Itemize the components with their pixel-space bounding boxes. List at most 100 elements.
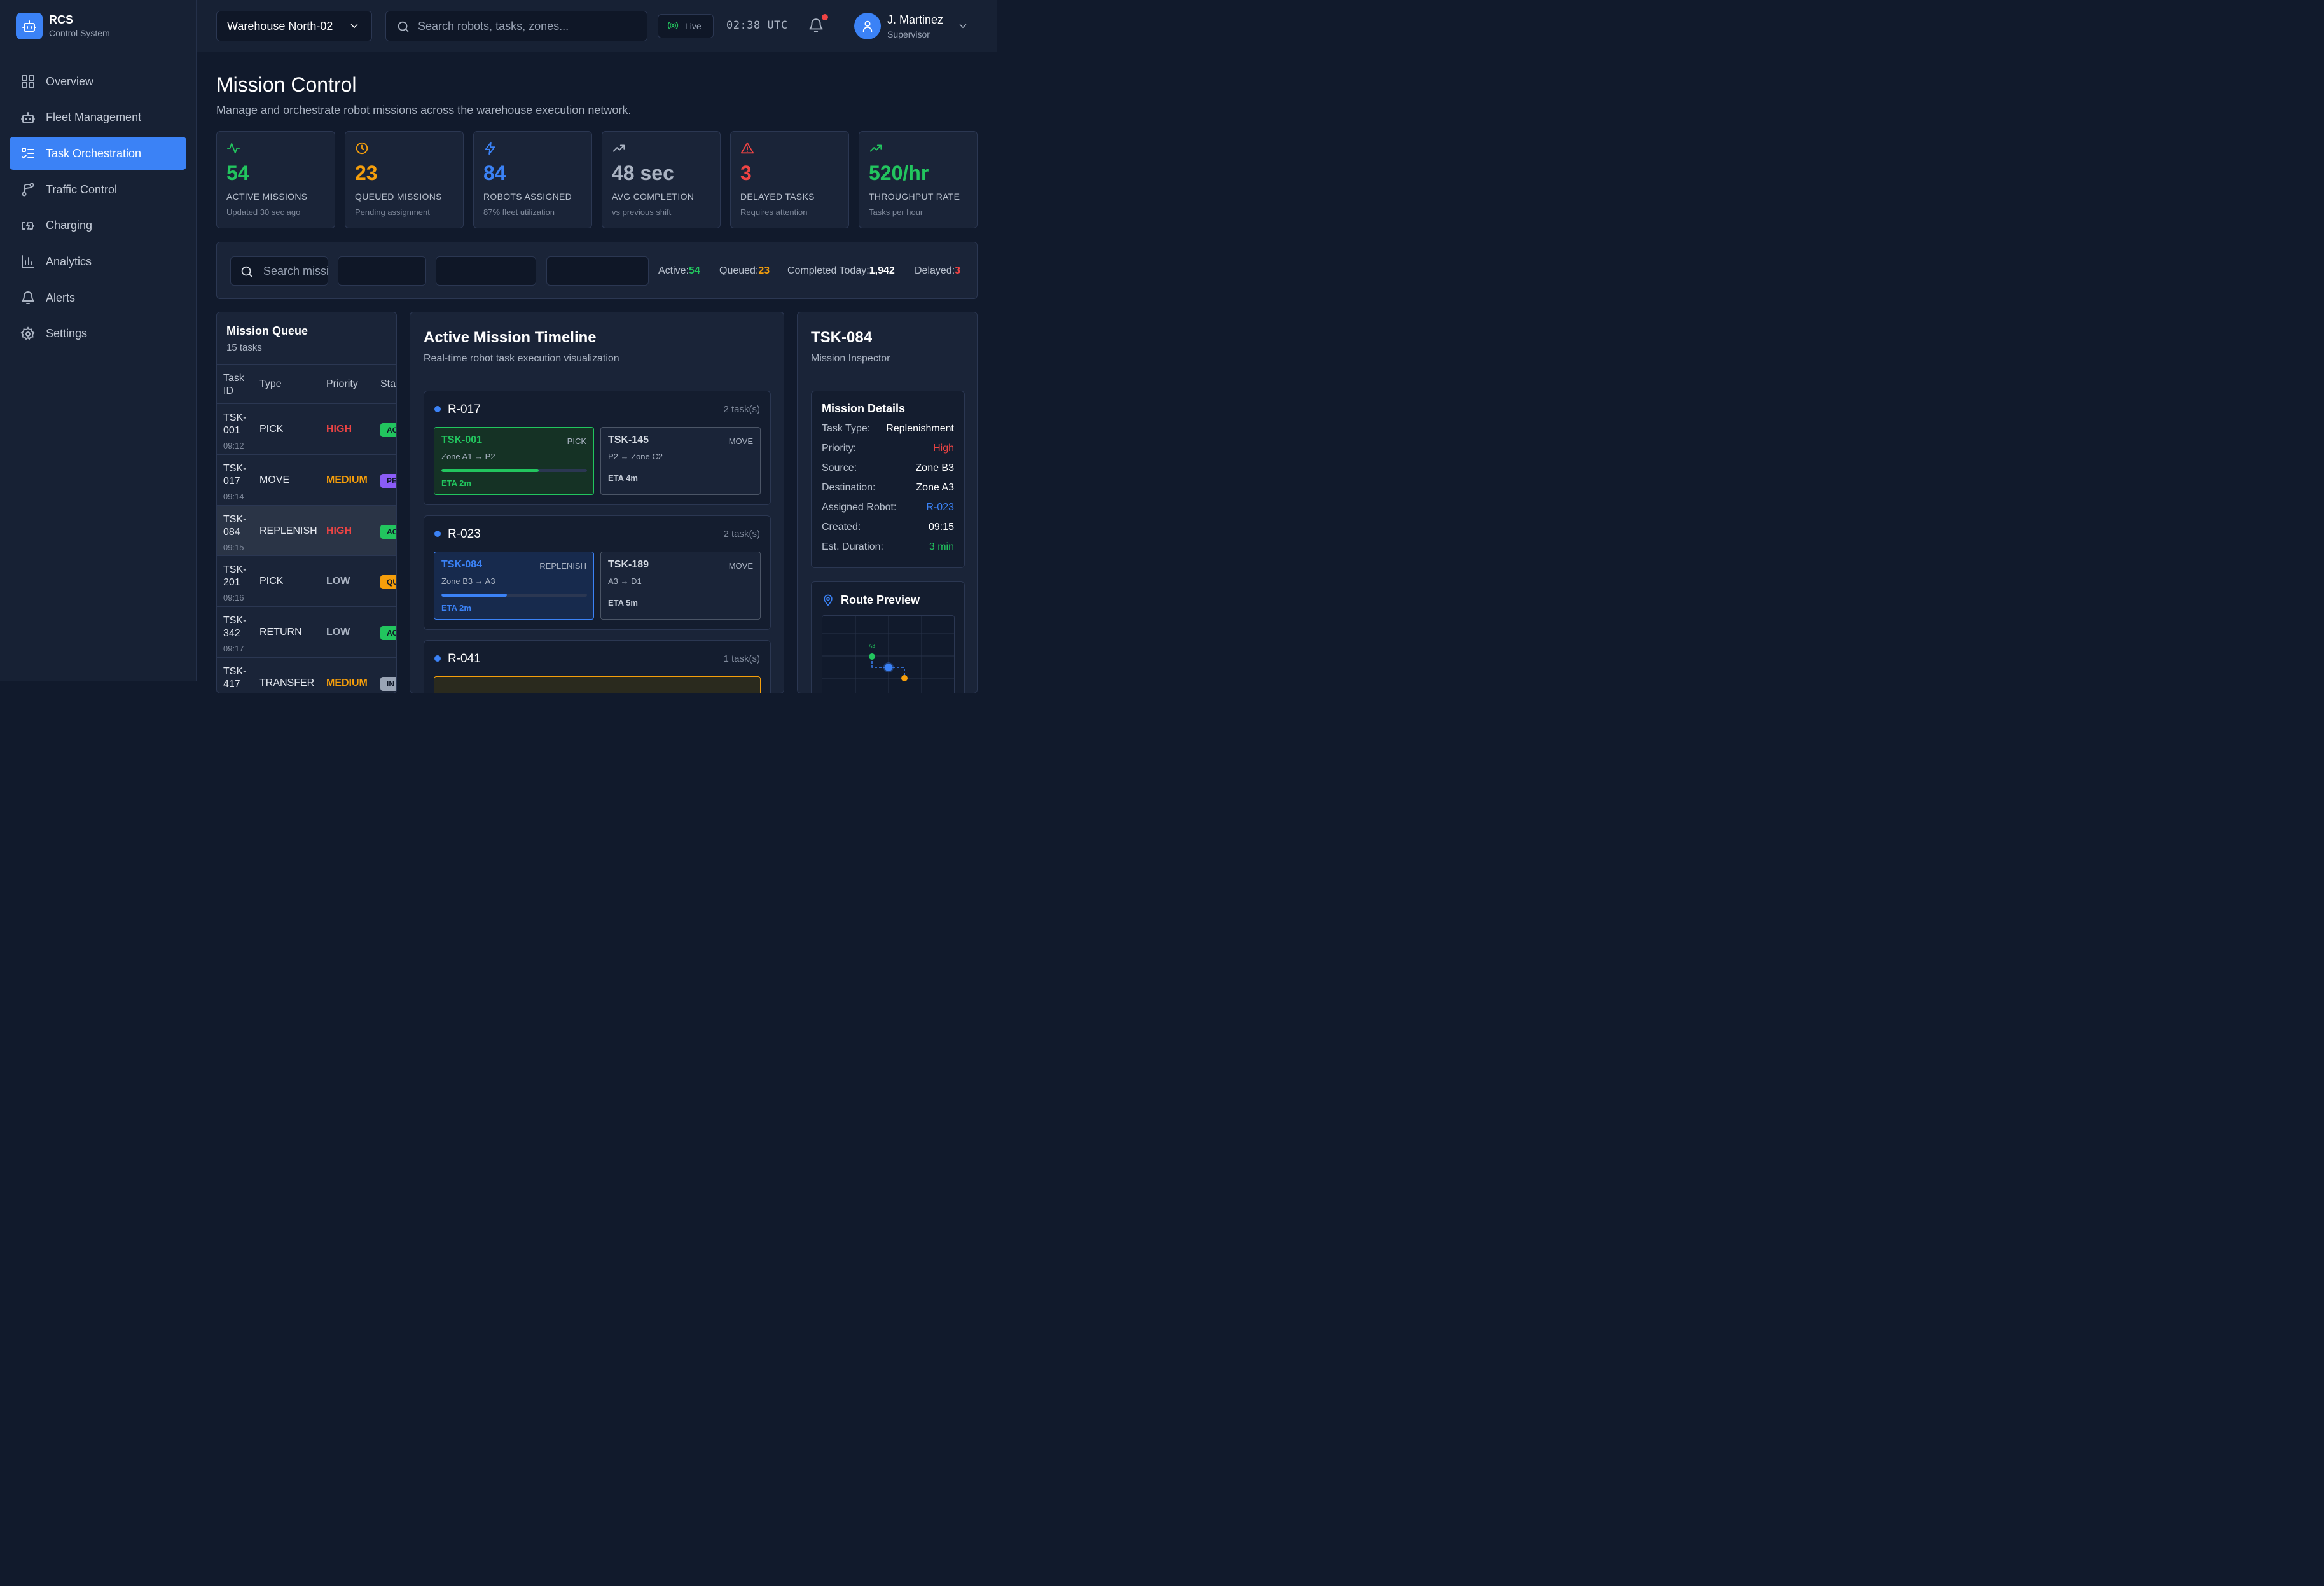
task-card[interactable]: TSK-084 REPLENISH Zone B3 → A3 ETA 2m xyxy=(434,552,594,620)
activity-icon xyxy=(226,141,325,155)
search-icon xyxy=(240,265,254,282)
route-zone-label: A3 xyxy=(869,643,875,649)
task-type: REPLENISH xyxy=(259,525,317,536)
task-created-time: 09:17 xyxy=(223,644,244,654)
task-id-cell: TSK- 342 xyxy=(223,615,246,640)
user-name[interactable]: J. Martinez xyxy=(887,13,944,26)
task-card-type: MOVE xyxy=(728,436,753,446)
task-spacer xyxy=(608,586,753,592)
task-card-eta: ETA 5m xyxy=(608,598,638,608)
sidebar-item-alerts[interactable]: Alerts xyxy=(10,281,186,314)
table-row[interactable]: TSK- 084 09:15 REPLENISH HIGH AC xyxy=(217,505,396,557)
chevron-down-icon[interactable] xyxy=(957,20,969,35)
detail-row: Est. Duration: 3 min xyxy=(822,541,954,561)
table-row[interactable]: TSK- 001 09:12 PICK HIGH AC xyxy=(217,404,396,455)
stat-value: 3 xyxy=(740,162,752,184)
column-header-priority[interactable]: Priority xyxy=(326,379,358,389)
route-map[interactable]: A3 xyxy=(822,615,955,693)
detail-value: 09:15 xyxy=(928,522,954,532)
mission-search-placeholder: Search missions... xyxy=(263,264,328,277)
detail-value: Zone A3 xyxy=(916,482,954,493)
inspector-subtitle: Mission Inspector xyxy=(811,353,890,364)
table-row[interactable]: TSK-41709:18TRANSFERMEDIUMIN xyxy=(217,658,396,693)
sidebar-item-traffic-control[interactable]: Traffic Control xyxy=(10,173,186,206)
utc-clock: 02:38 UTC xyxy=(726,19,788,32)
task-id-prefix: TSK- xyxy=(223,513,247,525)
battery-charging-icon xyxy=(20,218,36,233)
task-card[interactable]: TSK-189 MOVE A3 → D1 ETA 5m xyxy=(600,552,761,620)
live-status-button[interactable]: Live xyxy=(658,14,714,38)
brand: RCS Control System xyxy=(0,0,196,52)
mission-queue-count: 15 tasks xyxy=(226,342,262,353)
route-preview-title: Route Preview xyxy=(841,593,920,606)
task-card-eta: ETA 2m xyxy=(441,478,471,488)
task-card-route: A3 → D1 xyxy=(608,576,642,586)
stat-card-throughput-rate: 520/hr THROUGHPUT RATE Tasks per hour xyxy=(859,131,978,228)
mission-queue-panel: Mission Queue 15 tasks Task ID Type Prio… xyxy=(216,312,397,693)
task-priority: HIGH xyxy=(326,424,352,435)
sidebar-item-analytics[interactable]: Analytics xyxy=(10,245,186,278)
sidebar-item-task-orchestration[interactable]: Task Orchestration xyxy=(10,137,186,170)
sidebar-item-label: Settings xyxy=(46,327,88,340)
detail-value[interactable]: R-023 xyxy=(926,502,954,513)
stat-label: AVG COMPLETION xyxy=(612,191,695,202)
stat-subtext: Tasks per hour xyxy=(869,207,923,217)
gear-icon xyxy=(20,326,36,342)
sidebar-item-overview[interactable]: Overview xyxy=(10,65,186,98)
detail-row: Source: Zone B3 xyxy=(822,463,954,482)
status-filter-select[interactable] xyxy=(546,256,649,286)
stat-card-robots-assigned: 84 ROBOTS ASSIGNED 87% fleet utilization xyxy=(473,131,592,228)
status-badge: IN xyxy=(380,676,396,691)
broadcast-icon xyxy=(667,20,679,33)
sidebar-item-charging[interactable]: Charging xyxy=(10,209,186,242)
sidebar-item-label: Analytics xyxy=(46,254,92,268)
detail-value: Replenishment xyxy=(886,423,954,434)
task-card-eta: ETA 2m xyxy=(441,603,471,613)
task-created-time: 09:14 xyxy=(223,491,244,501)
robot-status-dot xyxy=(434,655,441,662)
stat-label: ACTIVE MISSIONS xyxy=(226,191,308,202)
avatar[interactable] xyxy=(854,13,881,39)
column-header-task-id[interactable]: Task ID xyxy=(223,373,244,396)
task-card[interactable]: TSK-145 MOVE P2 → Zone C2 ETA 4m xyxy=(600,427,761,495)
task-card[interactable]: TSK-001 PICK Zone A1 → P2 ETA 2m xyxy=(434,427,594,495)
table-row[interactable]: TSK- 017 09:14 MOVE MEDIUM PE xyxy=(217,455,396,506)
robot-name: R-023 xyxy=(448,527,481,541)
global-search-input[interactable]: Search robots, tasks, zones... xyxy=(385,11,647,41)
column-header-type[interactable]: Type xyxy=(259,379,282,389)
count-queued: Queued:23 xyxy=(719,265,770,276)
live-label: Live xyxy=(685,21,702,31)
task-card[interactable] xyxy=(434,676,761,693)
task-priority: MEDIUM xyxy=(326,677,368,688)
mission-search-input[interactable]: Search missions... xyxy=(230,256,328,286)
route-preview-card: Route Preview A3 xyxy=(811,581,965,693)
task-created-time: 09:15 xyxy=(223,542,244,552)
sidebar-item-fleet-management[interactable]: Fleet Management xyxy=(10,101,186,134)
task-progress-bar xyxy=(441,594,587,597)
task-type: MOVE xyxy=(259,474,290,485)
column-header-status[interactable]: Status xyxy=(380,379,396,389)
list-check-icon xyxy=(20,146,36,161)
top-bar: Warehouse North-02 Search robots, tasks,… xyxy=(197,0,997,52)
status-badge: PE xyxy=(380,473,396,488)
mission-inspector-panel: TSK-084 Mission Inspector Mission Detail… xyxy=(797,312,978,693)
task-progress-bar xyxy=(441,469,587,472)
filter-bar: Search missions... Active:54 Queued:23 C… xyxy=(216,242,978,299)
notifications-bell-icon[interactable] xyxy=(808,17,824,38)
count-completed-today: Completed Today:1,942 xyxy=(787,265,895,276)
table-row[interactable]: TSK- 342 09:17 RETURN LOW AC xyxy=(217,607,396,658)
priority-filter-select[interactable] xyxy=(436,256,536,286)
bell-icon xyxy=(20,290,36,305)
sidebar-item-settings[interactable]: Settings xyxy=(10,317,186,351)
stat-subtext: Updated 30 sec ago xyxy=(226,207,301,217)
global-search-placeholder: Search robots, tasks, zones... xyxy=(418,19,569,32)
mission-queue-title: Mission Queue xyxy=(226,324,308,337)
table-row[interactable]: TSK-201 09:16 PICK LOW QU xyxy=(217,556,396,608)
route-source-marker xyxy=(869,653,875,660)
task-card-route: Zone B3 → A3 xyxy=(441,576,495,586)
clock-icon xyxy=(355,141,453,155)
warehouse-select[interactable]: Warehouse North-02 xyxy=(216,11,372,41)
detail-key: Task Type: xyxy=(822,423,871,434)
type-filter-select[interactable] xyxy=(338,256,426,286)
page-description: Manage and orchestrate robot missions ac… xyxy=(216,104,632,116)
